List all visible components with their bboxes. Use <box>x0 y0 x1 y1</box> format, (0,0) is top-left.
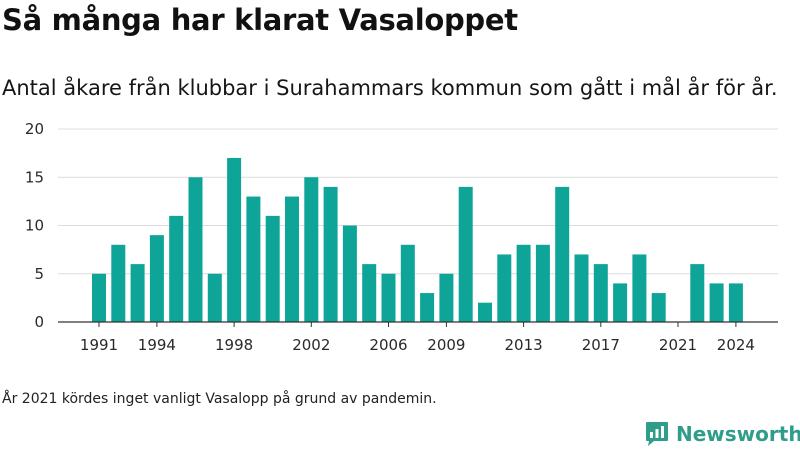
x-axis-labels: 1991 1994 1998 2002 2006 2009 2013 2017 2021 2024 <box>80 336 755 354</box>
bar <box>304 177 319 322</box>
bar <box>362 264 377 322</box>
bar <box>690 264 705 322</box>
bar <box>265 215 280 322</box>
bar <box>613 283 628 322</box>
bar <box>342 225 357 322</box>
chart-subtitle: Antal åkare från klubbar i Surahammars k… <box>2 76 778 100</box>
x-tick-label: 1991 <box>80 336 118 354</box>
bar-chart: 0 5 10 15 20 1991 1994 1998 2002 2006 2009 2013 201… <box>25 120 778 354</box>
x-tick-label: 2017 <box>582 336 620 354</box>
bar <box>169 215 184 322</box>
bar <box>111 244 126 322</box>
chart-title: Så många har klarat Vasaloppet <box>2 3 518 37</box>
y-tick-label: 10 <box>25 217 44 235</box>
bar <box>323 186 338 322</box>
bar <box>478 302 492 322</box>
bar <box>227 157 242 322</box>
bar <box>285 196 299 322</box>
y-axis-labels: 0 5 10 15 20 <box>25 120 44 331</box>
x-tick-label: 2002 <box>292 336 330 354</box>
bar <box>207 273 222 322</box>
bar <box>516 244 531 322</box>
newsworthy-logo-icon <box>646 422 668 446</box>
x-tick-label: 2024 <box>717 336 755 354</box>
bar <box>246 196 261 322</box>
newsworthy-logo[interactable]: Newsworthy <box>645 420 800 448</box>
bar <box>728 283 743 322</box>
x-tick-label: 1994 <box>138 336 176 354</box>
footnote: År 2021 kördes inget vanligt Vasalopp på… <box>2 391 437 407</box>
x-tick-label: 2006 <box>369 336 407 354</box>
bar <box>458 186 473 322</box>
y-tick-label: 0 <box>34 313 44 331</box>
y-tick-label: 5 <box>34 265 44 283</box>
bar <box>400 244 415 322</box>
x-tick-label: 2009 <box>427 336 465 354</box>
bar <box>574 254 589 322</box>
brand-name: Newsworthy <box>676 422 800 446</box>
bar <box>651 293 666 322</box>
bar <box>555 186 570 322</box>
x-tick-label: 1998 <box>215 336 253 354</box>
y-tick-label: 20 <box>25 120 44 138</box>
bar <box>188 177 203 322</box>
x-tick-label: 2013 <box>505 336 543 354</box>
x-tick-label: 2021 <box>659 336 697 354</box>
x-axis-ticks <box>98 322 737 327</box>
bar <box>130 264 145 322</box>
bar <box>535 244 550 322</box>
bar <box>420 293 435 322</box>
bar <box>381 273 396 322</box>
bar <box>593 264 608 322</box>
bars <box>92 157 743 322</box>
grid-lines <box>58 128 778 275</box>
bar <box>439 273 454 322</box>
bar <box>497 254 512 322</box>
bar <box>149 235 164 322</box>
bar <box>632 254 647 322</box>
bar <box>92 273 106 322</box>
bar <box>709 283 724 322</box>
y-tick-label: 15 <box>25 168 44 186</box>
